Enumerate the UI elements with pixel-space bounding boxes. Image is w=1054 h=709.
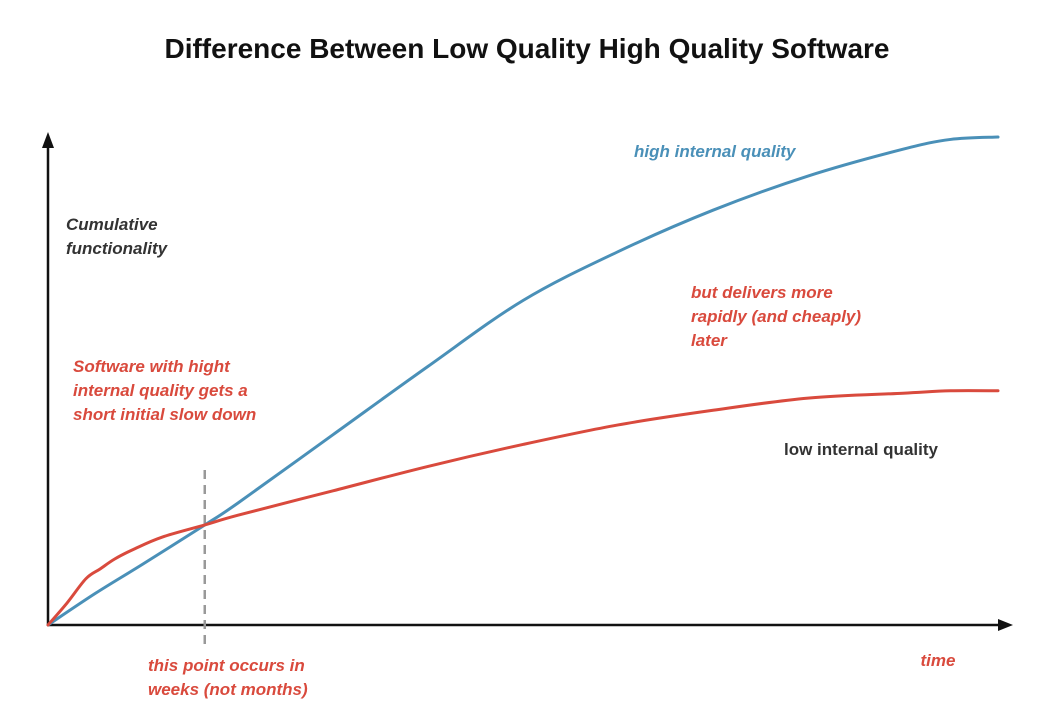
annotation-initial-slowdown: Software with hight internal quality gets… [73, 357, 256, 424]
chart-title: Difference Between Low Quality High Qual… [164, 33, 889, 64]
y-axis-arrow-icon [42, 132, 54, 148]
y-axis-label-line-1: Cumulative [66, 215, 158, 234]
slowdown-note-line-3: short initial slow down [73, 405, 256, 424]
axes [42, 132, 1013, 631]
series-label-high-internal-quality: high internal quality [634, 142, 797, 161]
series-label-low-internal-quality: low internal quality [784, 440, 939, 459]
y-axis-label: Cumulative functionality [66, 215, 169, 258]
annotation-crossover-timing: this point occurs in weeks (not months) [148, 656, 308, 699]
slowdown-note-line-1: Software with hight [73, 357, 231, 376]
delivers-note-line-3: later [691, 331, 728, 350]
crossover-note-line-2: weeks (not months) [148, 680, 308, 699]
delivers-note-line-2: rapidly (and cheaply) [691, 307, 861, 326]
y-axis-label-line-2: functionality [66, 239, 169, 258]
delivers-note-line-1: but delivers more [691, 283, 833, 302]
series-line-low-internal-quality [46, 389, 1000, 627]
series-lines [46, 135, 1000, 627]
annotation-delivers-more: but delivers more rapidly (and cheaply) la… [691, 283, 861, 350]
crossover-note-line-1: this point occurs in [148, 656, 305, 675]
slowdown-note-line-2: internal quality gets a [73, 381, 248, 400]
x-axis-label: time [921, 651, 956, 670]
x-axis-arrow-icon [998, 619, 1013, 631]
series-line-high-internal-quality [46, 135, 1000, 627]
